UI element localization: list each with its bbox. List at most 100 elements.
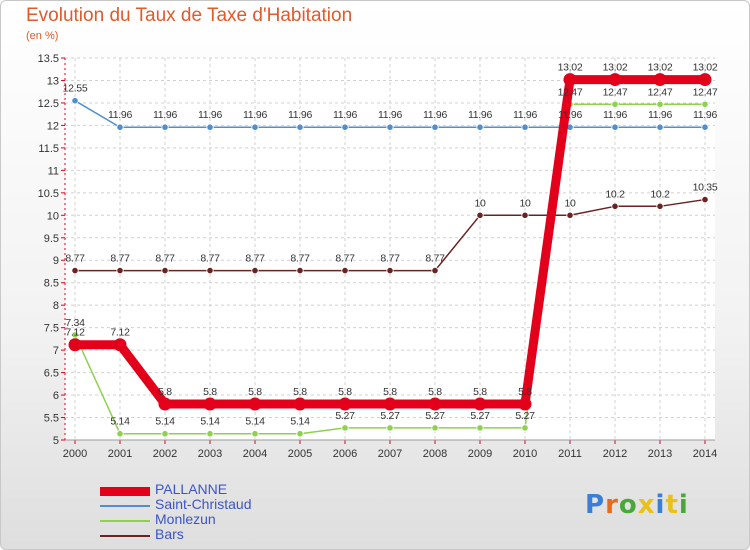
data-point (428, 397, 442, 411)
data-point (161, 430, 169, 438)
logo-letter: x (637, 490, 656, 520)
x-tick-label: 2009 (468, 448, 492, 460)
data-point (116, 430, 124, 438)
data-label: 5.8 (428, 386, 442, 398)
data-label: 8.77 (290, 253, 310, 265)
logo-letter: P (585, 490, 606, 520)
data-point (206, 430, 214, 438)
data-point (386, 266, 394, 275)
x-tick-label: 2002 (153, 448, 177, 460)
data-label: 12.47 (603, 86, 628, 98)
data-point (431, 424, 439, 432)
data-point (116, 123, 124, 131)
data-label: 8.77 (380, 253, 400, 265)
y-tick-label: 8.5 (44, 278, 59, 290)
x-tick-label: 2006 (333, 448, 357, 460)
data-label: 7.34 (65, 317, 85, 329)
data-point (611, 202, 619, 210)
x-tick-label: 2000 (63, 448, 87, 460)
data-label: 7.12 (65, 327, 85, 339)
x-tick-label: 2004 (243, 448, 267, 460)
data-point (161, 266, 169, 275)
data-point (71, 331, 79, 339)
data-label: 7.12 (110, 327, 130, 339)
data-label: 11.96 (648, 109, 672, 121)
legend-label: Saint-Christaud (155, 496, 252, 512)
x-tick-label: 2005 (288, 448, 312, 460)
legend-item: Bars (100, 526, 400, 543)
y-tick-label: 13.5 (38, 53, 59, 65)
logo-letter: r (605, 490, 619, 520)
x-tick-label: 2007 (378, 448, 402, 460)
data-point (518, 397, 532, 411)
data-label: 11.96 (153, 109, 177, 121)
data-point (296, 430, 304, 438)
data-label: 5.14 (110, 416, 130, 428)
data-label: 13.02 (693, 62, 718, 74)
data-point (611, 100, 619, 108)
data-point (431, 266, 439, 275)
data-label: 5.27 (470, 410, 490, 422)
logo-letter: i (655, 490, 666, 520)
data-label: 5.8 (293, 386, 307, 398)
data-point (206, 266, 214, 275)
data-label: 8.77 (200, 253, 220, 265)
data-label: 5.8 (248, 386, 262, 398)
data-point (656, 202, 664, 210)
data-label: 8.77 (155, 253, 175, 265)
x-tick-label: 2011 (558, 448, 582, 460)
data-label: 10 (519, 197, 531, 209)
x-tick-label: 2003 (198, 448, 222, 460)
data-label: 11.96 (333, 109, 357, 121)
data-point (341, 123, 349, 131)
x-tick-label: 2001 (108, 448, 132, 460)
y-tick-label: 9.5 (44, 233, 59, 245)
x-tick-label: 2013 (648, 448, 672, 460)
data-point (206, 123, 214, 131)
data-label: 5.8 (203, 386, 217, 398)
data-label: 8.77 (245, 253, 265, 265)
data-label: 5.8 (383, 386, 397, 398)
legend-item: Monlezun (100, 511, 400, 528)
y-tick-label: 10.5 (38, 188, 59, 200)
data-point (701, 100, 709, 108)
y-tick-label: 11 (48, 165, 59, 177)
y-tick-label: 5 (53, 435, 59, 447)
data-point (251, 430, 259, 438)
logo-letter: i (678, 490, 689, 520)
data-label: 10 (564, 197, 576, 209)
data-label: 5.27 (380, 410, 400, 422)
data-point (248, 397, 262, 411)
legend-label: PALLANNE (155, 481, 228, 497)
data-point (296, 123, 304, 131)
data-point (521, 123, 529, 131)
data-label: 8.77 (425, 253, 445, 265)
x-tick-label: 2014 (693, 448, 717, 460)
data-point (611, 123, 619, 131)
x-tick-label: 2012 (603, 448, 627, 460)
x-tick-label: 2008 (423, 448, 447, 460)
data-label: 5.14 (245, 416, 265, 428)
data-point (476, 123, 484, 131)
data-label: 13.02 (603, 62, 628, 74)
data-point (566, 211, 574, 219)
data-point (338, 397, 352, 411)
y-tick-label: 11.5 (38, 143, 59, 155)
data-label: 12.47 (558, 86, 583, 98)
data-point (521, 424, 529, 432)
data-label: 10.2 (650, 188, 670, 200)
data-label: 11.96 (513, 109, 537, 121)
logo-letter: o (618, 490, 638, 520)
data-point (476, 211, 484, 219)
data-label: 13.02 (558, 62, 583, 74)
data-point (386, 123, 394, 131)
data-label: 10 (474, 197, 486, 209)
data-label: 10.35 (693, 182, 718, 194)
data-point (701, 123, 709, 131)
data-label: 8.77 (110, 253, 130, 265)
data-point (608, 73, 622, 87)
data-label: 8.77 (65, 253, 85, 265)
data-label: 5.27 (515, 410, 535, 422)
data-label: 5.8 (338, 386, 352, 398)
data-label: 11.96 (243, 109, 267, 121)
